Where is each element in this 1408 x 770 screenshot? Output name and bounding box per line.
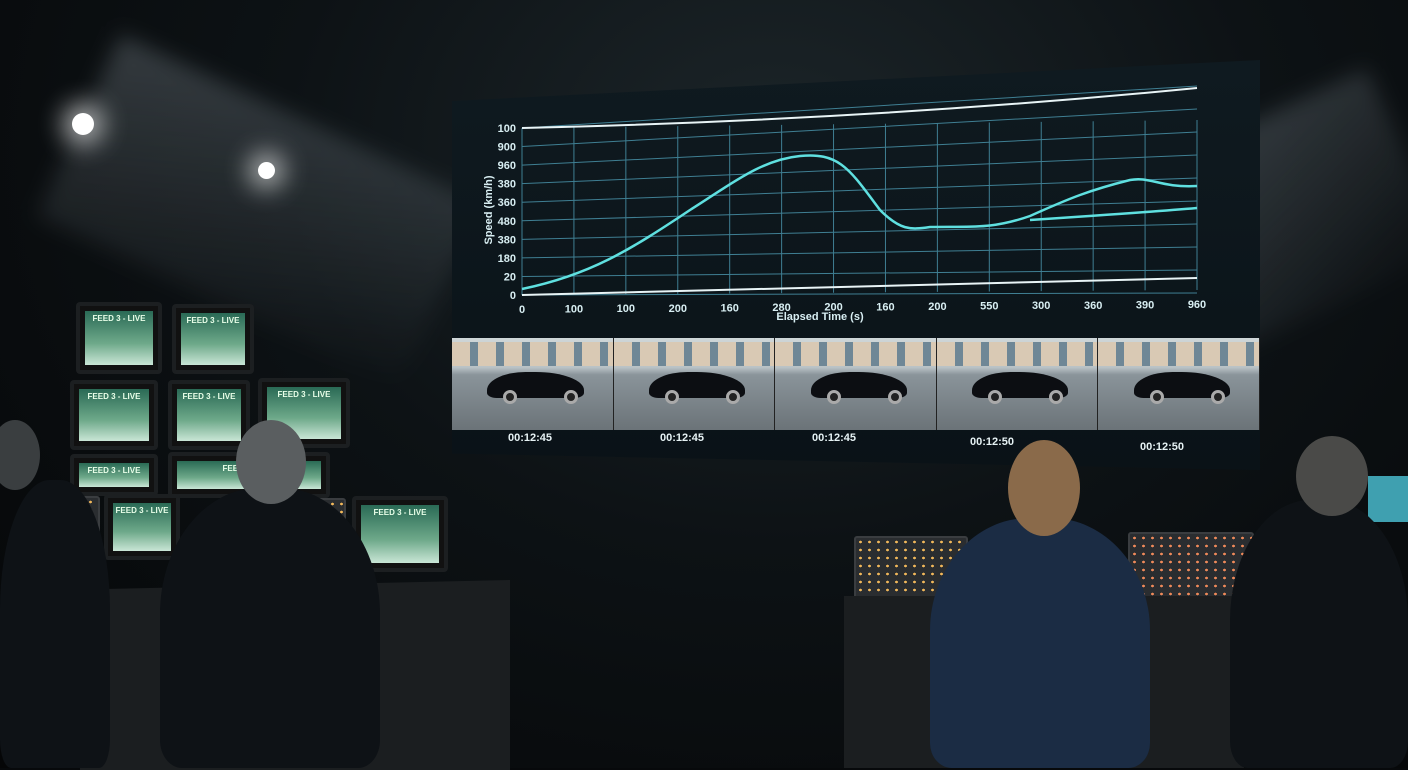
grid-line [521,85,1198,129]
grid-line [521,269,1198,277]
speed-line-secondary [1029,206,1198,222]
x-tick-label: 0 [519,304,525,316]
crt-monitor: FEED 3 - LIVE [70,380,158,450]
x-tick-label: 360 [1084,300,1102,312]
x-axis-label: Elapsed Time (s) [776,311,864,323]
crt-monitor: FEED 3 - LIVE [76,302,162,374]
grid-line [521,223,1198,240]
speed-line-primary [521,154,1198,291]
chart-grid [521,85,1198,296]
x-tick-label: 160 [721,302,739,314]
grid-line [521,108,1198,148]
video-frame [1098,338,1260,430]
timestamp: 00:12:45 [508,432,553,444]
grid-line [521,154,1198,185]
x-tick-label: 100 [565,304,583,316]
y-tick-label: 900 [498,142,516,154]
timestamp: 00:12:50 [970,436,1015,448]
spotlight-lamp [72,113,94,135]
x-tick-label: 200 [669,303,687,315]
grid-line [521,246,1198,259]
spotlight-lamp [258,162,275,179]
chart-frame [521,277,1198,296]
operator [930,518,1150,768]
y-tick-label: 960 [498,160,516,172]
timestamp: 00:12:45 [812,432,857,444]
y-tick-label: 100 [498,123,516,135]
y-tick-label: 480 [498,216,516,228]
video-frame [452,338,614,430]
side-monitor [1368,476,1408,522]
operator-head [1008,440,1080,536]
grid-line [521,200,1198,222]
x-tick-label: 200 [824,302,842,314]
x-tick-label: 200 [928,301,946,313]
operator-head [0,420,40,490]
x-tick-label: 100 [617,303,635,315]
grid-line [521,292,1198,296]
y-tick-label: 0 [510,290,516,302]
grid-line [521,177,1198,203]
operator [0,480,110,768]
y-tick-label: 380 [498,179,516,191]
crt-monitor: FEED 3 - LIVE [104,494,180,560]
y-axis-label: Speed (km/h) [483,175,495,244]
video-frame [613,338,776,430]
x-tick-label: 550 [980,301,998,313]
video-frames-strip [452,338,1260,430]
crt-monitor: FEED 3 - LIVE [352,496,448,572]
video-frame [775,338,937,430]
video-frame [936,338,1099,430]
timestamp: 00:12:45 [660,432,705,444]
y-tick-label: 380 [498,234,516,246]
x-tick-label: 960 [1188,299,1206,311]
x-tick-label: 160 [876,301,894,313]
operator [1230,500,1408,768]
crt-monitor: FEED 3 - LIVE [168,380,250,450]
y-tick-label: 360 [498,197,516,209]
chart-frame [521,87,1198,129]
y-tick-label: 20 [504,271,516,283]
x-tick-label: 390 [1136,299,1154,311]
y-tick-label: 180 [498,253,516,265]
operator-head [1296,436,1368,516]
crt-monitor: FEED 3 - LIVE [70,454,158,496]
x-tick-label: 280 [772,302,790,314]
x-tick-label: 300 [1032,300,1050,312]
timestamp: 00:12:50 [1140,441,1185,453]
grid-line [521,131,1198,166]
crt-monitor: FEED 3 - LIVE [172,304,254,374]
operator [160,488,380,768]
operator-head [236,420,306,504]
